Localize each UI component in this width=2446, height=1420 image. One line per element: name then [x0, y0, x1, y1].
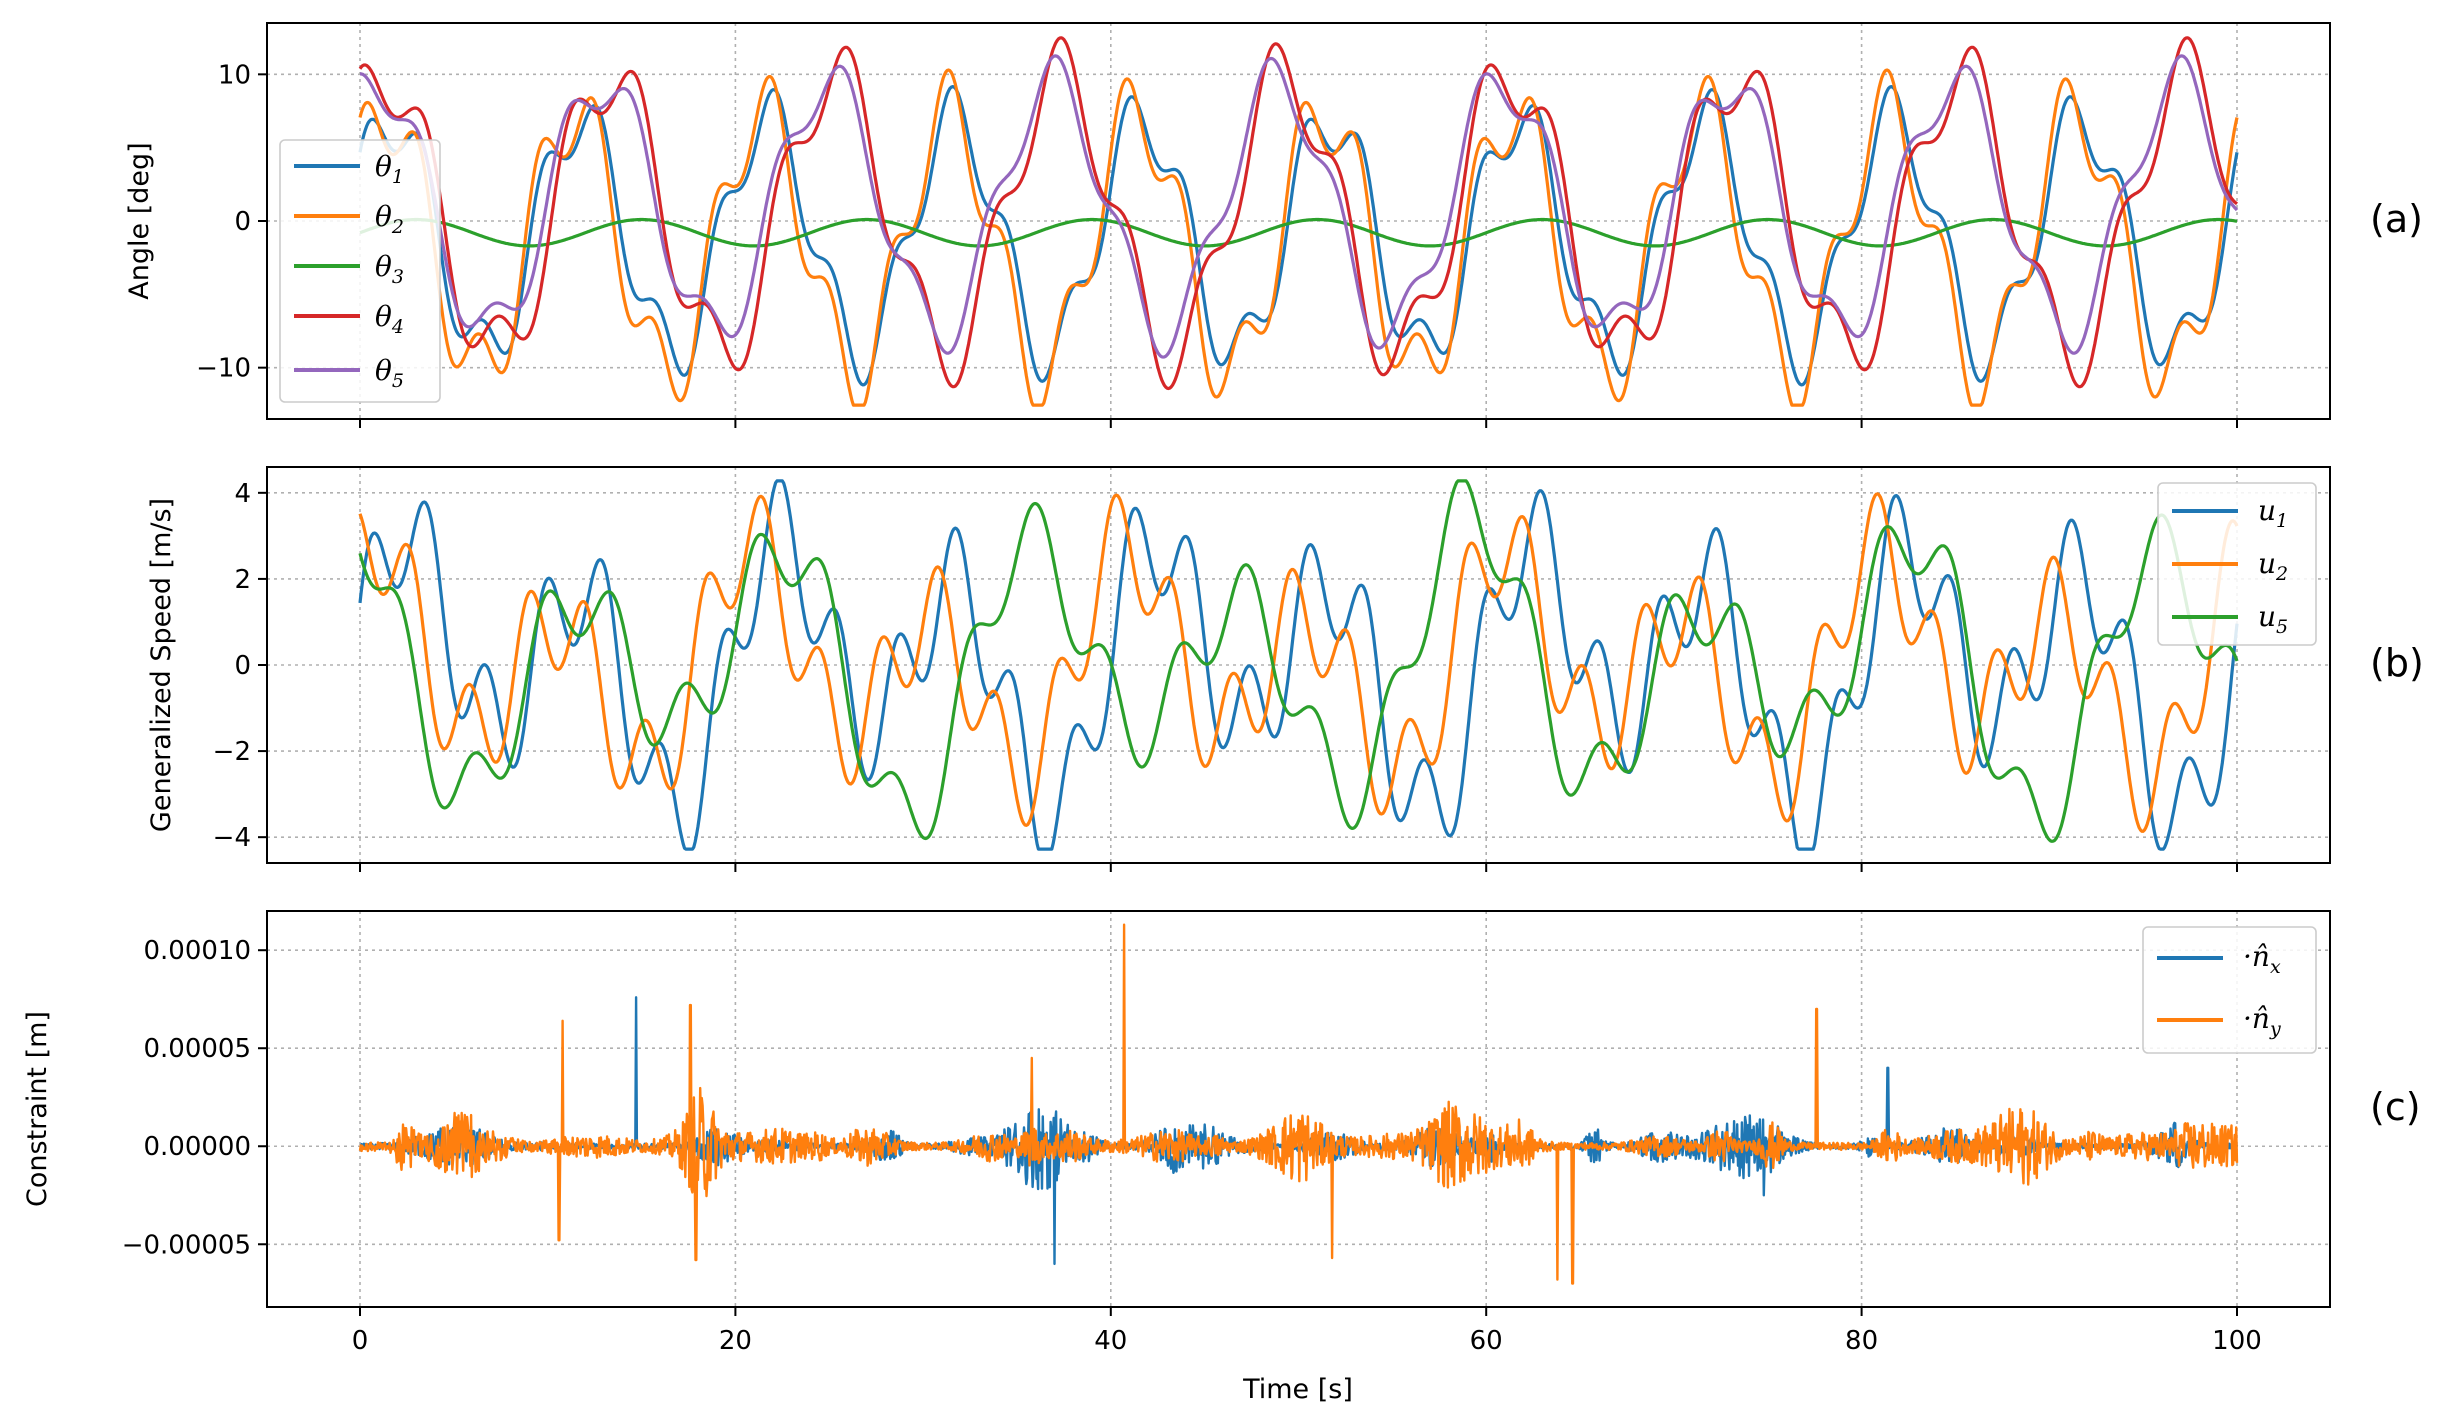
legend-a-label-theta5: θ5	[375, 354, 404, 392]
legend-b-label-u2: u2	[2258, 547, 2288, 585]
legend-c-label-nx: ·n̂x	[2243, 940, 2281, 978]
panel-b-lines	[358, 479, 2239, 851]
panel-c-tag: (c)	[2370, 1085, 2421, 1129]
panel-a: 10 0 −10 Angle [deg] (a) θ1 θ2 θ3 θ4	[124, 22, 2423, 428]
panel-b-ylabel: Generalized Speed [m/s]	[146, 498, 177, 832]
series-line-a-2	[359, 217, 2238, 248]
series-line-b-1	[358, 492, 2239, 833]
legend-a-entry-theta1: θ1	[294, 150, 404, 188]
ytick-label-b-1: 2	[234, 565, 251, 595]
panel-b: 4 2 0 −2 −4 Generalized Speed [m/s] (b) u1 u…	[146, 466, 2424, 872]
xtick-label-40: 40	[1094, 1326, 1127, 1356]
panel-a-legend: θ1 θ2 θ3 θ4 θ5	[279, 139, 441, 403]
panel-c-lines	[358, 923, 2239, 1285]
panel-a-tag: (a)	[2370, 197, 2423, 241]
legend-a-label-theta1: θ1	[375, 150, 404, 188]
panel-c: 0.00010 0.00005 0.00000 −0.00005 0 20 40 60 80 1…	[22, 910, 2421, 1405]
ytick-label-b-2: 0	[234, 651, 251, 681]
legend-b-label-u1: u1	[2258, 494, 2288, 532]
legend-c-box	[2142, 926, 2317, 1054]
panel-c-xticks: 0 20 40 60 80 100	[352, 1307, 2262, 1356]
ytick-label-b-4: −4	[213, 823, 251, 853]
legend-c-entry-ny: ·n̂y	[2157, 1002, 2281, 1040]
xtick-label-80: 80	[1845, 1326, 1878, 1356]
ytick-label-c-2: 0.00000	[143, 1132, 251, 1162]
series-line-c-1	[358, 923, 2239, 1285]
legend-a-entry-theta5: θ5	[294, 354, 404, 392]
legend-a-label-theta2: θ2	[375, 200, 404, 238]
legend-c-label-ny: ·n̂y	[2243, 1002, 2281, 1040]
panel-b-xticks	[359, 863, 2238, 872]
series-line-a-4	[359, 54, 2239, 359]
panel-c-yticks: 0.00010 0.00005 0.00000 −0.00005	[122, 936, 267, 1260]
legend-a-box	[279, 139, 441, 403]
ytick-label-b-0: 4	[234, 479, 251, 509]
series-line-a-0	[358, 84, 2239, 387]
panel-a-lines	[358, 36, 2239, 407]
ytick-label-c-3: −0.00005	[122, 1230, 251, 1260]
legend-b-entry-u2: u2	[2172, 547, 2288, 585]
legend-a-entry-theta3: θ3	[294, 250, 404, 288]
series-line-a-1	[358, 68, 2239, 407]
ytick-label-c-1: 0.00005	[143, 1034, 251, 1064]
legend-b-entry-u1: u1	[2172, 494, 2288, 532]
panel-c-frame	[266, 910, 2331, 1308]
panel-a-yticks: 10 0 −10	[196, 60, 267, 384]
panel-b-tag: (b)	[2370, 641, 2424, 685]
ytick-label-a-0: 10	[218, 60, 251, 90]
legend-b-entry-u5: u5	[2172, 600, 2288, 638]
series-line-b-2	[358, 479, 2239, 843]
legend-a-entry-theta2: θ2	[294, 200, 404, 238]
panel-c-legend: ·n̂x ·n̂y	[2142, 926, 2317, 1054]
legend-a-entry-theta4: θ4	[294, 300, 404, 338]
xtick-label-60: 60	[1470, 1326, 1503, 1356]
panel-a-ylabel: Angle [deg]	[124, 142, 155, 299]
legend-a-label-theta4: θ4	[375, 300, 404, 338]
panel-b-legend: u1 u2 u5	[2157, 482, 2317, 646]
xtick-label-20: 20	[719, 1326, 752, 1356]
xtick-label-100: 100	[2212, 1326, 2262, 1356]
ytick-label-a-1: 0	[234, 207, 251, 237]
panel-b-grid	[267, 467, 2330, 863]
ytick-label-c-0: 0.00010	[143, 936, 251, 966]
xtick-label-0: 0	[352, 1326, 369, 1356]
panel-c-ylabel: Constraint [m]	[22, 1011, 53, 1207]
panel-a-xticks	[359, 419, 2238, 428]
ytick-label-b-3: −2	[213, 737, 251, 767]
legend-a-label-theta3: θ3	[375, 250, 404, 288]
panel-b-yticks: 4 2 0 −2 −4	[213, 479, 267, 853]
series-line-a-3	[358, 36, 2239, 391]
legend-b-label-u5: u5	[2258, 600, 2288, 638]
ytick-label-a-2: −10	[196, 354, 251, 384]
panel-c-xlabel: Time [s]	[1242, 1374, 1353, 1405]
legend-c-entry-nx: ·n̂x	[2157, 940, 2281, 978]
